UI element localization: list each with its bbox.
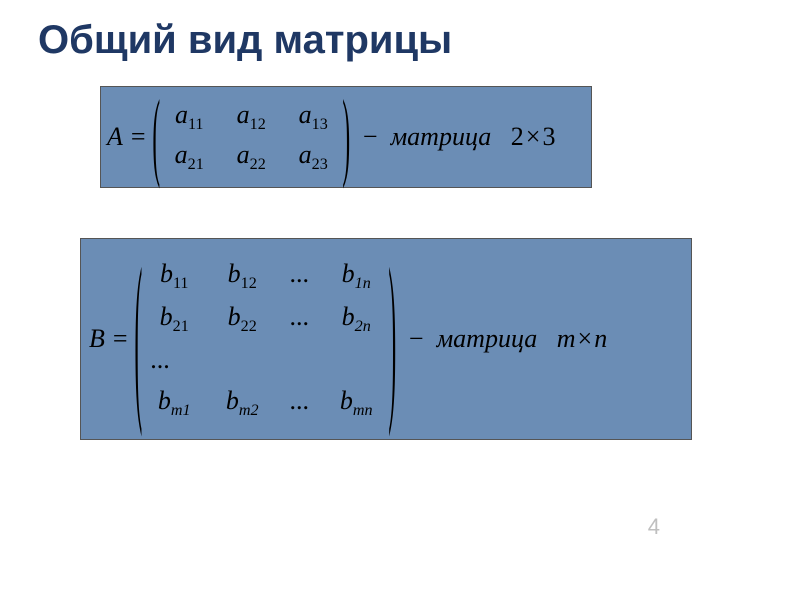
cell-b12: b12 [208,254,276,297]
cell-dots: ... [276,297,322,340]
cell-dots: ... [276,254,322,297]
matrix-a-box: A = ( a11 a12 a13 a21 a22 a23 ) − матриц… [100,86,592,188]
slide-title: Общий вид матрицы [38,18,452,63]
cell-bmn: bmn [322,381,390,424]
matrix-b-equation: B = ( b11 b12 ... b1n b21 b22 ... b2n ..… [81,239,691,439]
cell-a21: a21 [158,137,220,177]
cell-a13: a13 [282,97,344,137]
matrix-a-equation: A = ( a11 a12 a13 a21 a22 a23 ) − матриц… [101,87,591,187]
cell-bm1: bm1 [140,381,208,424]
matrix-b-grid: b11 b12 ... b1n b21 b22 ... b2n ... bm1 … [140,254,390,424]
matrix-b-box: B = ( b11 b12 ... b1n b21 b22 ... b2n ..… [80,238,692,440]
cell-bm2: bm2 [208,381,276,424]
equals-sign: = [113,324,128,354]
cell-b1n: b1n [322,254,390,297]
cell-b2n: b2n [322,297,390,340]
cell-b21: b21 [140,297,208,340]
matrix-b-lhs: B [89,324,105,354]
equals-sign: = [131,122,146,152]
matrix-a-grid: a11 a12 a13 a21 a22 a23 [158,97,344,177]
matrix-a-lhs: A [107,122,123,152]
page-number: 4 [648,514,660,540]
cell-dots: ... [276,381,322,424]
cell-b11: b11 [140,254,208,297]
cell-a12: a12 [220,97,282,137]
matrix-a-rhs: − матрица 2×3 [363,122,556,152]
cell-a22: a22 [220,137,282,177]
matrix-b-rhs: − матрица m×n [409,324,607,354]
cell-row-dots: ... [140,340,196,380]
cell-a23: a23 [282,137,344,177]
cell-a11: a11 [158,97,220,137]
cell-b22: b22 [208,297,276,340]
